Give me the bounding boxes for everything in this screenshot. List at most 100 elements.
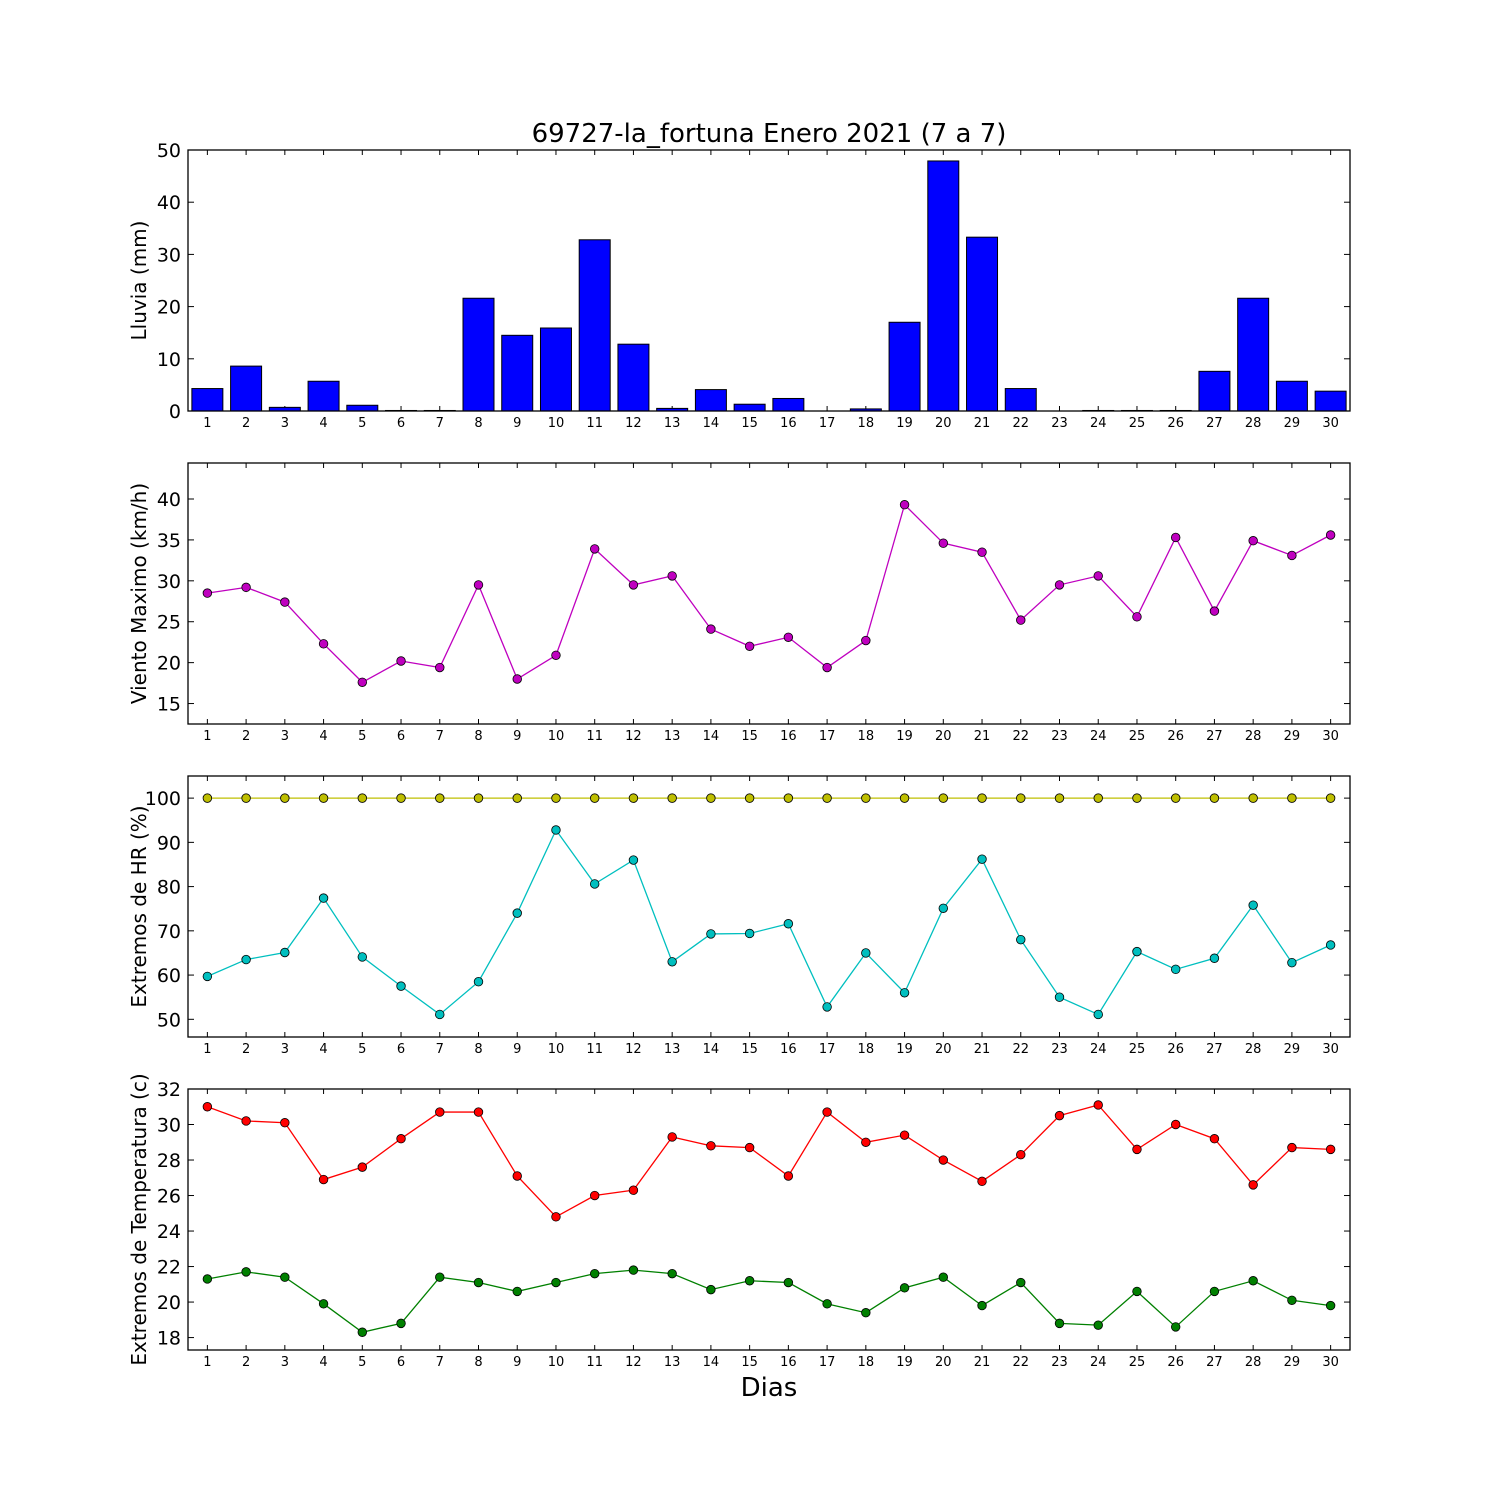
- y-tick-label: 20: [157, 1292, 181, 1314]
- data-point: [1054, 793, 1065, 803]
- data-point: [1054, 1318, 1065, 1329]
- data-point: [435, 793, 445, 803]
- data-point: [822, 1107, 832, 1117]
- bar: [927, 160, 960, 412]
- x-tick-label: 18: [858, 729, 875, 744]
- data-point: [938, 903, 949, 913]
- data-point: [1170, 532, 1181, 543]
- data-point: [1170, 793, 1181, 803]
- data-point: [899, 500, 910, 510]
- x-tick-label: 26: [1167, 1355, 1184, 1370]
- data-point: [1325, 940, 1336, 950]
- data-point: [396, 793, 406, 803]
- chart-title: 69727-la_fortuna Enero 2021 (7 a 7): [532, 119, 1007, 149]
- data-point: [1016, 934, 1026, 945]
- x-tick-label: 28: [1245, 1042, 1262, 1057]
- x-tick-label: 11: [586, 416, 603, 431]
- y-tick-label: 26: [157, 1186, 181, 1208]
- data-point: [318, 1174, 329, 1185]
- data-point: [551, 1212, 561, 1222]
- data-point: [1054, 992, 1065, 1002]
- data-point: [899, 988, 910, 998]
- data-point: [783, 793, 794, 803]
- x-tick-label: 24: [1090, 1042, 1107, 1057]
- data-point: [318, 793, 329, 803]
- x-tick-label: 6: [397, 1355, 405, 1370]
- data-point: [1093, 1100, 1103, 1110]
- data-point: [1016, 1149, 1026, 1160]
- data-point: [590, 793, 600, 803]
- x-tick-label: 11: [586, 729, 603, 744]
- x-tick-label: 20: [935, 416, 952, 431]
- x-tick-label: 24: [1090, 416, 1107, 431]
- x-tick-label: 3: [281, 1042, 289, 1057]
- data-point: [628, 1185, 639, 1195]
- data-point: [667, 957, 677, 967]
- x-tick-label: 29: [1284, 1042, 1301, 1057]
- bar: [501, 334, 534, 412]
- data-point: [512, 674, 522, 684]
- x-tick-label: 28: [1245, 416, 1262, 431]
- bar: [733, 403, 766, 412]
- data-point: [938, 538, 949, 548]
- data-point: [396, 1134, 406, 1144]
- data-point: [1170, 1322, 1181, 1332]
- y-tick-label: 18: [157, 1328, 181, 1350]
- data-point: [241, 793, 251, 803]
- data-point: [1093, 571, 1103, 581]
- data-point: [899, 1130, 910, 1140]
- x-tick-label: 9: [513, 1355, 521, 1370]
- data-point: [551, 1277, 561, 1288]
- bar: [1314, 390, 1347, 412]
- data-point: [435, 1107, 445, 1117]
- data-point: [706, 624, 716, 634]
- data-point: [202, 588, 213, 598]
- bar: [191, 388, 224, 412]
- data-point: [512, 908, 522, 918]
- bar: [617, 343, 650, 412]
- plot-frame: [187, 775, 1351, 1038]
- y-tick-label: 80: [157, 877, 181, 899]
- data-point: [1287, 957, 1297, 968]
- data-point: [1287, 793, 1297, 803]
- x-tick-label: 30: [1322, 729, 1339, 744]
- x-tick-label: 30: [1322, 416, 1339, 431]
- data-point: [1132, 1144, 1142, 1155]
- data-point: [938, 1155, 949, 1165]
- bar: [230, 365, 263, 412]
- x-tick-label: 8: [474, 416, 482, 431]
- x-tick-label: 12: [625, 729, 642, 744]
- data-point: [280, 597, 290, 607]
- x-tick-label: 12: [625, 1042, 642, 1057]
- x-tick-label: 20: [935, 1355, 952, 1370]
- x-tick-label: 27: [1206, 416, 1223, 431]
- data-point: [396, 981, 406, 991]
- x-tick-label: 2: [242, 729, 250, 744]
- data-point: [744, 1276, 755, 1286]
- x-tick-label: 1: [203, 416, 211, 431]
- data-point: [512, 793, 522, 803]
- data-point: [357, 1162, 368, 1172]
- x-tick-label: 4: [319, 729, 327, 744]
- bar: [346, 404, 379, 412]
- data-point: [628, 855, 639, 865]
- data-point: [1093, 1320, 1103, 1330]
- data-point: [822, 1002, 832, 1012]
- x-tick-label: 1: [203, 1355, 211, 1370]
- data-point: [590, 544, 600, 554]
- data-point: [435, 1272, 445, 1282]
- plot-frame: [187, 462, 1351, 725]
- bar: [1198, 370, 1231, 412]
- x-tick-label: 9: [513, 729, 521, 744]
- data-point: [1248, 900, 1258, 910]
- data-point: [280, 1272, 290, 1282]
- x-tick-label: 9: [513, 1042, 521, 1057]
- data-point: [1248, 536, 1258, 546]
- x-tick-label: 20: [935, 1042, 952, 1057]
- data-point: [1054, 1110, 1065, 1121]
- y-axis-label: Viento Maximo (km/h): [127, 483, 151, 704]
- data-point: [280, 1118, 290, 1128]
- data-point: [357, 952, 368, 962]
